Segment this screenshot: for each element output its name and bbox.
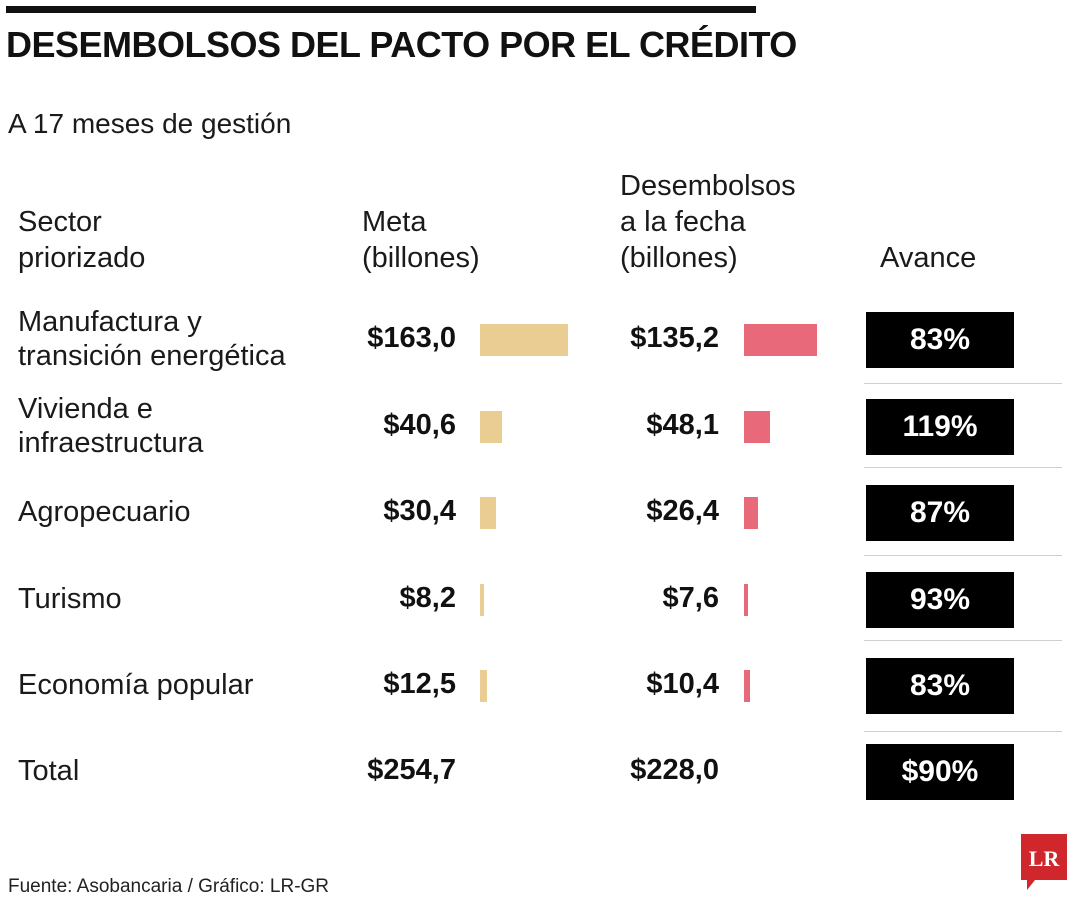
row-divider [864,383,1062,384]
sector-label: Manufactura y transición energética [18,305,286,373]
meta-bar [480,670,487,702]
total-meta-value: $254,7 [367,754,456,786]
column-header-sector-line-2: priorizado [18,242,146,274]
column-header-sector-line-1: Sector [18,206,102,238]
sector-label-line: Vivienda e [18,393,153,425]
top-rule [6,6,756,13]
desembolsos-bar [744,584,749,616]
sector-label: Economía popular [18,668,253,702]
source-note: Fuente: Asobancaria / Gráfico: LR-GR [8,876,330,897]
avance-badge: 119% [866,399,1014,455]
lr-logo: LR [1021,834,1067,890]
meta-value: $163,0 [367,322,456,354]
sector-label-line: Manufactura y [18,306,202,338]
row-divider [864,731,1062,732]
column-header-avance: Avance [880,242,977,274]
sector-label: Vivienda e infraestructura [18,392,203,460]
total-desembolsos-value: $228,0 [630,754,719,786]
desembolsos-bar [744,324,817,356]
column-header-desembolsos: Desembolsos a la fecha (billones) [620,168,796,276]
sector-label-line: Economía popular [18,669,254,701]
chart-title: DESEMBOLSOS DEL PACTO POR EL CRÉDITO [6,24,797,65]
column-header-meta-line-2: (billones) [362,242,480,274]
column-header-meta-line-1: Meta [362,206,427,238]
sector-label-line: transición energética [18,340,286,372]
meta-bar [480,584,485,616]
sector-label-line: Agropecuario [18,496,191,528]
meta-value: $40,6 [383,409,456,441]
column-header-desembolsos-line-1: Desembolsos [620,170,796,202]
desembolsos-value: $48,1 [646,409,719,441]
meta-value: $8,2 [399,582,456,614]
avance-badge: 83% [866,658,1014,714]
avance-badge: 83% [866,312,1014,368]
desembolsos-bar [744,670,750,702]
total-avance-badge: $90% [866,744,1014,800]
chart-subtitle: A 17 meses de gestión [8,108,292,139]
column-header-sector: Sector priorizado [18,204,145,276]
total-label: Total [18,755,80,787]
desembolsos-bar [744,411,770,443]
sector-label: Agropecuario [18,495,191,529]
sector-label-line: infraestructura [18,427,204,459]
avance-badge: 87% [866,485,1014,541]
meta-bar [480,497,497,529]
desembolsos-bar [744,497,759,529]
sector-label: Turismo [18,582,122,616]
row-divider [864,555,1062,556]
meta-value: $30,4 [383,495,456,527]
meta-bar [480,411,502,443]
avance-badge: 93% [866,572,1014,628]
row-divider [864,467,1062,468]
column-header-meta: Meta (billones) [362,204,480,276]
column-header-desembolsos-line-3: (billones) [620,242,738,274]
desembolsos-value: $135,2 [630,322,719,354]
column-header-desembolsos-line-2: a la fecha [620,206,746,238]
sector-label-line: Turismo [18,583,122,615]
meta-bar [480,324,568,356]
meta-value: $12,5 [383,668,456,700]
lr-logo-text: LR [1029,846,1061,871]
desembolsos-value: $26,4 [646,495,719,527]
desembolsos-value: $7,6 [662,582,719,614]
row-divider [864,640,1062,641]
desembolsos-value: $10,4 [646,668,719,700]
